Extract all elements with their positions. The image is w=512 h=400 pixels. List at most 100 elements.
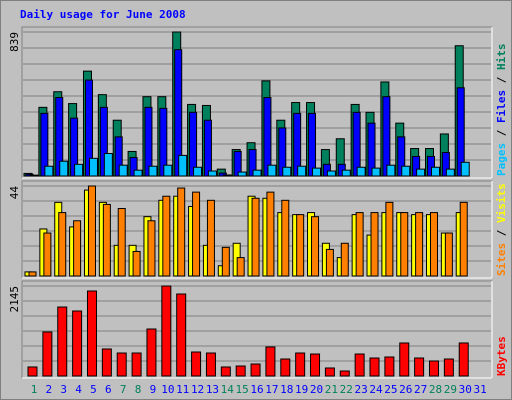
bar [312,167,322,177]
bar [131,352,142,377]
bar [356,166,366,177]
bar [444,232,453,277]
bar [148,165,158,177]
bar [176,293,187,377]
bar [371,167,381,177]
x-tick-label: 30 [459,383,472,396]
bar [117,208,126,277]
bar [27,366,38,377]
x-tick-label: 15 [236,383,249,396]
x-tick-label: 7 [120,383,127,396]
x-tick-label: 11 [176,383,189,396]
bar [162,195,171,277]
bar [308,112,317,177]
bar [460,161,470,177]
x-tick-label: 28 [429,383,442,396]
bar [296,214,305,277]
bar [429,212,438,277]
x-tick-label: 18 [280,383,293,396]
bar [266,191,275,277]
x-tick-label: 29 [444,383,457,396]
x-tick-label: 22 [340,383,353,396]
bar [236,257,245,277]
bar [382,96,391,177]
bar [355,212,364,277]
x-tick-label: 9 [150,383,157,396]
bar [192,191,201,277]
legend: Pages / Files / Hits [495,44,508,177]
bar [386,164,396,177]
x-tick-label: 17 [265,383,278,396]
legend-separator: / [495,70,508,90]
x-tick-label: 23 [355,383,368,396]
x-tick-label: 31 [473,383,486,396]
bar [265,346,276,377]
bar [177,187,186,277]
bar [222,174,232,177]
legend-entry: Hits [495,44,508,71]
legend-entry: KBytes [495,336,508,376]
x-tick-label: 12 [191,383,204,396]
bar [146,328,157,377]
bar [326,170,336,177]
x-tick-label: 2 [46,383,53,396]
x-tick-label: 10 [161,383,174,396]
bar [399,342,410,377]
bar [252,169,262,177]
legend-entry: Pages [495,143,508,176]
y-tick-label: 2145 [8,286,21,313]
x-tick-label: 26 [399,383,412,396]
bar [295,352,306,377]
x-tick-label: 3 [60,383,67,396]
bar [341,169,351,177]
bar [203,119,212,177]
bar [369,357,380,377]
bar [57,306,68,377]
bar [401,165,411,177]
x-tick-label: 13 [206,383,219,396]
bar [281,199,290,277]
bar [29,174,39,177]
bar [324,367,335,377]
bar [86,290,97,377]
bar [205,352,216,377]
bar [44,165,54,177]
bar [42,331,53,377]
bar [144,106,153,177]
x-tick-label: 8 [135,383,142,396]
bar [73,220,82,277]
bar [339,370,350,377]
bar [178,154,188,177]
bar [101,348,112,377]
bar [459,201,468,277]
x-tick-label: 20 [310,383,323,396]
bar [163,164,173,177]
bar [87,185,96,277]
bar [445,168,455,177]
bar [161,285,172,377]
x-tick-label: 27 [414,383,427,396]
bar [103,153,113,177]
bar [280,358,291,377]
x-tick-label: 1 [31,383,38,396]
bar [88,157,98,177]
bar [193,166,203,177]
bar [416,168,426,177]
x-tick-label: 14 [221,383,235,396]
bar [132,250,141,277]
bar [43,232,52,277]
bar [311,216,320,277]
bar [352,111,361,177]
bar [263,97,272,177]
bar [384,356,395,377]
bar [282,166,292,177]
x-tick-label: 19 [295,383,308,396]
bar [221,246,230,277]
bar [206,199,215,277]
bar [133,169,143,177]
bar [74,163,84,177]
bar [430,166,440,177]
legend-separator: / [495,123,508,143]
x-tick-label: 16 [250,383,263,396]
